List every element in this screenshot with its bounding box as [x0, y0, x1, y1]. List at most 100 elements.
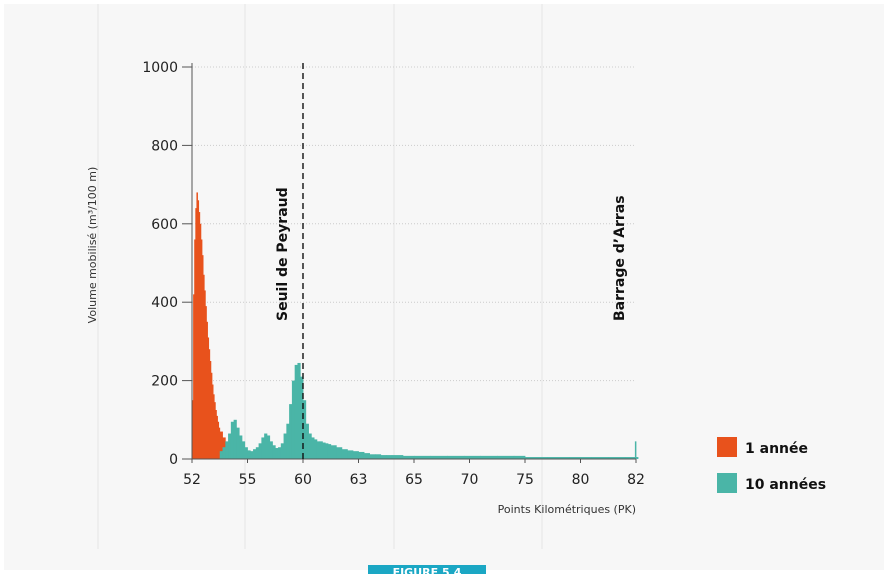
- horizontal-gridlines: [192, 66, 636, 382]
- y-tick-label: 0: [169, 452, 178, 468]
- data-bar: [336, 447, 343, 459]
- data-bar: [213, 394, 215, 459]
- data-bar: [236, 427, 240, 459]
- data-bar: [233, 419, 237, 459]
- y-tick-label: 200: [151, 374, 178, 390]
- data-bar: [316, 441, 321, 459]
- data-bar: [347, 450, 354, 459]
- data-bar: [211, 384, 214, 459]
- data-bar: [193, 294, 195, 459]
- data-bar: [218, 427, 221, 459]
- data-bar: [205, 306, 207, 459]
- data-bar: [255, 447, 259, 459]
- data-bar: [194, 239, 196, 459]
- data-bar: [207, 337, 210, 459]
- x-tick-label: 75: [516, 472, 534, 488]
- data-bar: [222, 447, 226, 459]
- data-bar: [201, 255, 204, 459]
- data-bar: [402, 455, 415, 459]
- legend-swatch: [717, 473, 737, 493]
- legend-label: 1 année: [745, 441, 808, 457]
- data-bar: [314, 439, 318, 459]
- data-bar: [217, 421, 220, 459]
- data-bar: [247, 450, 251, 459]
- data-bar: [239, 435, 243, 459]
- axes: 0 200 400 600 800 1000 52 55 60 63 65 70 75 80 82 Point…: [86, 60, 645, 516]
- data-bar: [319, 441, 323, 459]
- data-bar: [636, 457, 639, 459]
- x-tick-label: 55: [239, 472, 257, 488]
- data-bar: [291, 380, 296, 459]
- data-bar: [624, 457, 636, 459]
- data-bar: [308, 433, 312, 459]
- data-bar: [283, 433, 287, 459]
- legend-label: 10 années: [745, 477, 826, 493]
- data-bar: [215, 410, 217, 459]
- data-bar: [325, 443, 329, 459]
- data-bar: [278, 447, 282, 459]
- data-bar: [463, 455, 481, 459]
- y-tick-label: 1000: [142, 60, 178, 76]
- data-bar: [634, 441, 637, 459]
- y-tick-label: 600: [151, 217, 178, 233]
- legend-swatch: [717, 437, 737, 457]
- data-bar: [266, 435, 271, 459]
- data-bar: [608, 457, 626, 459]
- data-bar: [214, 402, 216, 459]
- data-bar: [327, 444, 332, 459]
- data-bar: [311, 437, 315, 459]
- data-bar: [198, 212, 201, 459]
- data-bar: [261, 437, 265, 459]
- data-bar: [303, 400, 307, 459]
- y-axis-title: Volume mobilisé (m³/100 m): [86, 167, 99, 324]
- y-tick-label: 400: [151, 295, 178, 311]
- data-bar: [414, 455, 432, 459]
- data-bar: [228, 433, 232, 459]
- chart-canvas: 0 200 400 600 800 1000 52 55 60 63 65 70 75 80 82 Point…: [86, 4, 826, 549]
- data-bar: [241, 441, 246, 459]
- data-bar: [264, 433, 268, 459]
- data-bar: [294, 364, 298, 459]
- data-bar: [569, 457, 592, 459]
- legend: 1 année 10 années: [717, 437, 826, 493]
- data-bar: [269, 441, 273, 459]
- data-bar: [200, 239, 203, 459]
- annotation-label: Barrage d’Arras: [612, 195, 628, 321]
- data-bar: [352, 451, 359, 459]
- series-layer: [192, 192, 639, 459]
- x-tick-label: 63: [350, 472, 368, 488]
- data-bar: [375, 454, 382, 459]
- data-bar: [480, 455, 498, 459]
- data-bar: [430, 455, 448, 459]
- background-grid: [97, 4, 543, 549]
- x-tick-label: 52: [183, 472, 201, 488]
- data-bar: [197, 200, 200, 459]
- data-bar: [289, 404, 293, 459]
- data-bar: [525, 457, 548, 459]
- data-bar: [364, 453, 370, 459]
- data-bar: [225, 441, 229, 459]
- data-bar: [199, 223, 202, 459]
- data-bar: [272, 445, 276, 459]
- data-bar: [275, 448, 279, 459]
- data-bar: [280, 443, 284, 459]
- data-bar: [250, 451, 254, 459]
- data-bar: [203, 274, 205, 459]
- data-bar: [208, 349, 211, 459]
- x-tick-label: 65: [405, 472, 423, 488]
- series-1: [192, 192, 248, 459]
- y-tick-label: 800: [151, 138, 178, 154]
- data-bar: [513, 455, 526, 459]
- data-bar: [244, 447, 248, 459]
- data-bar: [547, 457, 570, 459]
- data-bar: [591, 457, 609, 459]
- data-bar: [300, 376, 304, 459]
- data-bar: [204, 290, 206, 459]
- series-2: [219, 362, 639, 459]
- x-tick-label: 80: [572, 472, 590, 488]
- data-bar: [195, 208, 197, 459]
- x-axis-title: Points Kilométriques (PK): [498, 503, 636, 516]
- data-bar: [219, 431, 223, 459]
- data-bar: [206, 321, 208, 459]
